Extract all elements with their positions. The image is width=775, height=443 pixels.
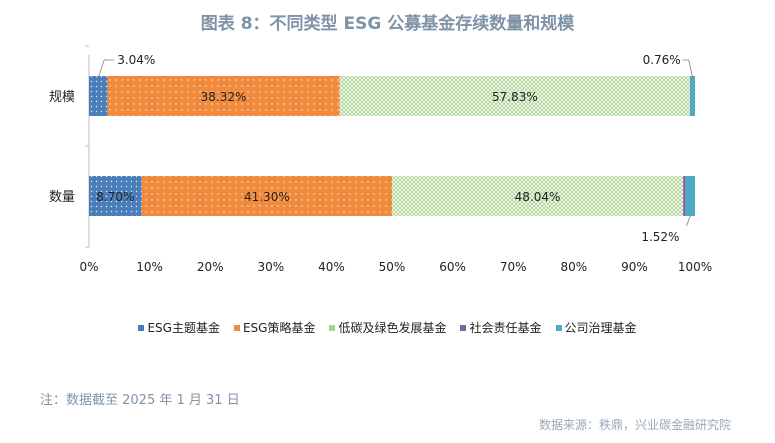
chart-legend: ESG主题基金 ESG策略基金 低碳及绿色发展基金 社会责任基金 公司治理基金 <box>0 319 775 336</box>
legend-label: 社会责任基金 <box>469 321 542 335</box>
leader-line <box>97 59 115 79</box>
bar-segment-3 <box>392 176 684 216</box>
x-tick-label: 90% <box>621 260 648 274</box>
legend-label: ESG主题基金 <box>147 321 220 335</box>
leader-line <box>682 59 694 79</box>
x-tick-label: 20% <box>197 260 224 274</box>
bar-segment-2 <box>107 76 340 116</box>
legend-item: ESG主题基金 <box>138 319 220 336</box>
data-label: 8.70% <box>96 190 134 204</box>
footnote: 注：数据截至 2025 年 1 月 31 日 <box>40 393 240 408</box>
legend-item: 社会责任基金 <box>460 319 542 336</box>
x-tick-label: 30% <box>257 260 284 274</box>
data-label: 0.76% <box>643 53 681 67</box>
category-label: 数量 <box>49 190 75 205</box>
leader-line <box>686 215 691 227</box>
bar-segment-1 <box>89 76 108 116</box>
legend-label: 低碳及绿色发展基金 <box>338 321 447 335</box>
data-label: 3.04% <box>117 53 155 67</box>
x-tick-label: 100% <box>678 260 712 274</box>
legend-swatch <box>233 324 240 331</box>
bar-segment-5 <box>690 76 695 116</box>
category-label: 规模 <box>49 90 75 105</box>
x-tick-label: 10% <box>136 260 163 274</box>
data-label: 48.04% <box>515 190 561 204</box>
legend-swatch <box>555 324 562 331</box>
chart-title: 图表 8：不同类型 ESG 公募基金存续数量和规模 <box>200 14 575 34</box>
x-tick-label: 40% <box>318 260 345 274</box>
x-tick-label: 80% <box>560 260 587 274</box>
bar-segment-4 <box>683 176 686 216</box>
legend-swatch <box>329 324 336 331</box>
bar-segment-3 <box>339 76 691 116</box>
x-tick-label: 70% <box>500 260 527 274</box>
x-tick-label: 50% <box>379 260 406 274</box>
x-tick-label: 0% <box>79 260 98 274</box>
bar-segment-1 <box>89 176 142 216</box>
bar-segment-2 <box>141 176 392 216</box>
legend-swatch <box>460 324 467 331</box>
legend-swatch <box>138 324 145 331</box>
data-label: 38.32% <box>201 90 247 104</box>
data-label: 1.52% <box>641 230 679 244</box>
legend-item: ESG策略基金 <box>233 319 316 336</box>
legend-label: ESG策略基金 <box>242 321 316 335</box>
x-tick-label: 60% <box>439 260 466 274</box>
legend-label: 公司治理基金 <box>564 321 637 335</box>
data-label: 41.30% <box>244 190 290 204</box>
data-source: 数据来源：秩鼎，兴业碳金融研究院 <box>538 418 731 432</box>
data-label: 57.83% <box>492 90 538 104</box>
bar-segment-5 <box>685 176 695 216</box>
legend-item: 公司治理基金 <box>555 319 637 336</box>
legend-item: 低碳及绿色发展基金 <box>329 319 446 336</box>
